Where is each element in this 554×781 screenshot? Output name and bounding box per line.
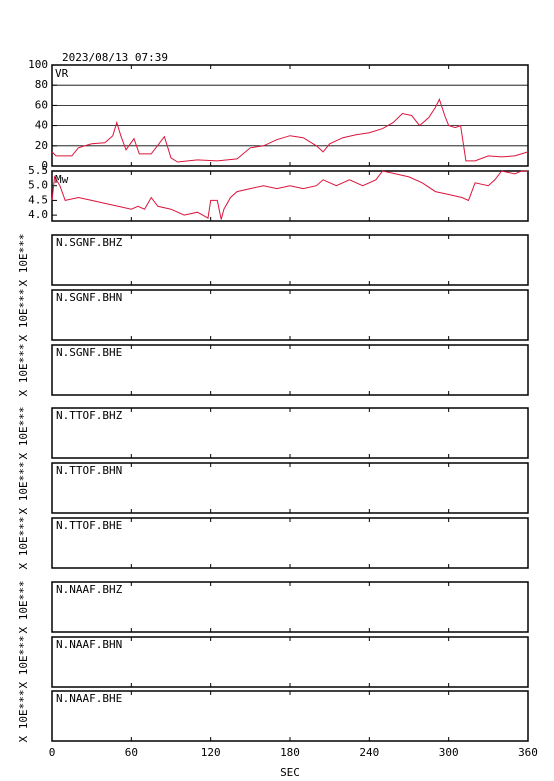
panel-label: N.NAAF.BHE [56,692,122,705]
x-tick-label: 240 [359,746,379,759]
panel-frame [51,636,529,688]
x-tick-label: 360 [518,746,538,759]
x-tick-label: 180 [280,746,300,759]
y-tick-label: 60 [35,98,48,111]
panel-frame [51,581,529,633]
amplitude-label: X 10E*** [17,462,30,515]
amplitude-label: X 10E*** [17,407,30,460]
panel-frame [51,234,529,286]
y-tick-label: 80 [35,78,48,91]
amplitude-label: X 10E*** [17,234,30,287]
amplitude-label: X 10E*** [17,289,30,342]
chart-title: 2023/08/13 07:39 [62,51,168,64]
x-tick-label: 300 [439,746,459,759]
panel-frame [51,289,529,341]
y-tick-label: 100 [28,58,48,71]
panel-frame [51,462,529,514]
amplitude-label: X 10E*** [17,344,30,397]
panel-label: Mw [55,173,69,186]
y-tick-label: 0 [41,159,48,172]
y-tick-label: 4.0 [28,208,48,221]
panel-frame [51,517,529,569]
y-tick-label: 40 [35,119,48,132]
panel-label: N.SGNF.BHE [56,346,122,359]
amplitude-label: X 10E*** [17,517,30,570]
panel-frame [51,344,529,396]
panel-label: N.SGNF.BHZ [56,236,123,249]
panel-label: N.NAAF.BHZ [56,583,123,596]
y-tick-label: 5.5 [28,164,48,177]
y-tick-label: 4.5 [28,193,48,206]
x-tick-label: 120 [201,746,221,759]
panel-frame [51,407,529,459]
y-tick-label: 5.0 [28,179,48,192]
panel-frame [51,64,529,167]
panel-label: VR [55,67,69,80]
data-line [51,97,529,163]
x-axis-label: SEC [280,766,300,779]
panel-label: N.TTOF.BHE [56,519,122,532]
panel-label: N.NAAF.BHN [56,638,122,651]
amplitude-label: X 10E*** [17,636,30,689]
amplitude-label: X 10E*** [17,690,30,743]
data-line [51,170,528,220]
panel-label: N.TTOF.BHN [56,464,122,477]
y-tick-label: 20 [35,139,48,152]
x-tick-label: 0 [49,746,56,759]
amplitude-label: X 10E*** [17,581,30,634]
panel-label: N.SGNF.BHN [56,291,122,304]
panel-label: N.TTOF.BHZ [56,409,123,422]
x-tick-label: 60 [125,746,138,759]
panel-frame [51,690,529,742]
